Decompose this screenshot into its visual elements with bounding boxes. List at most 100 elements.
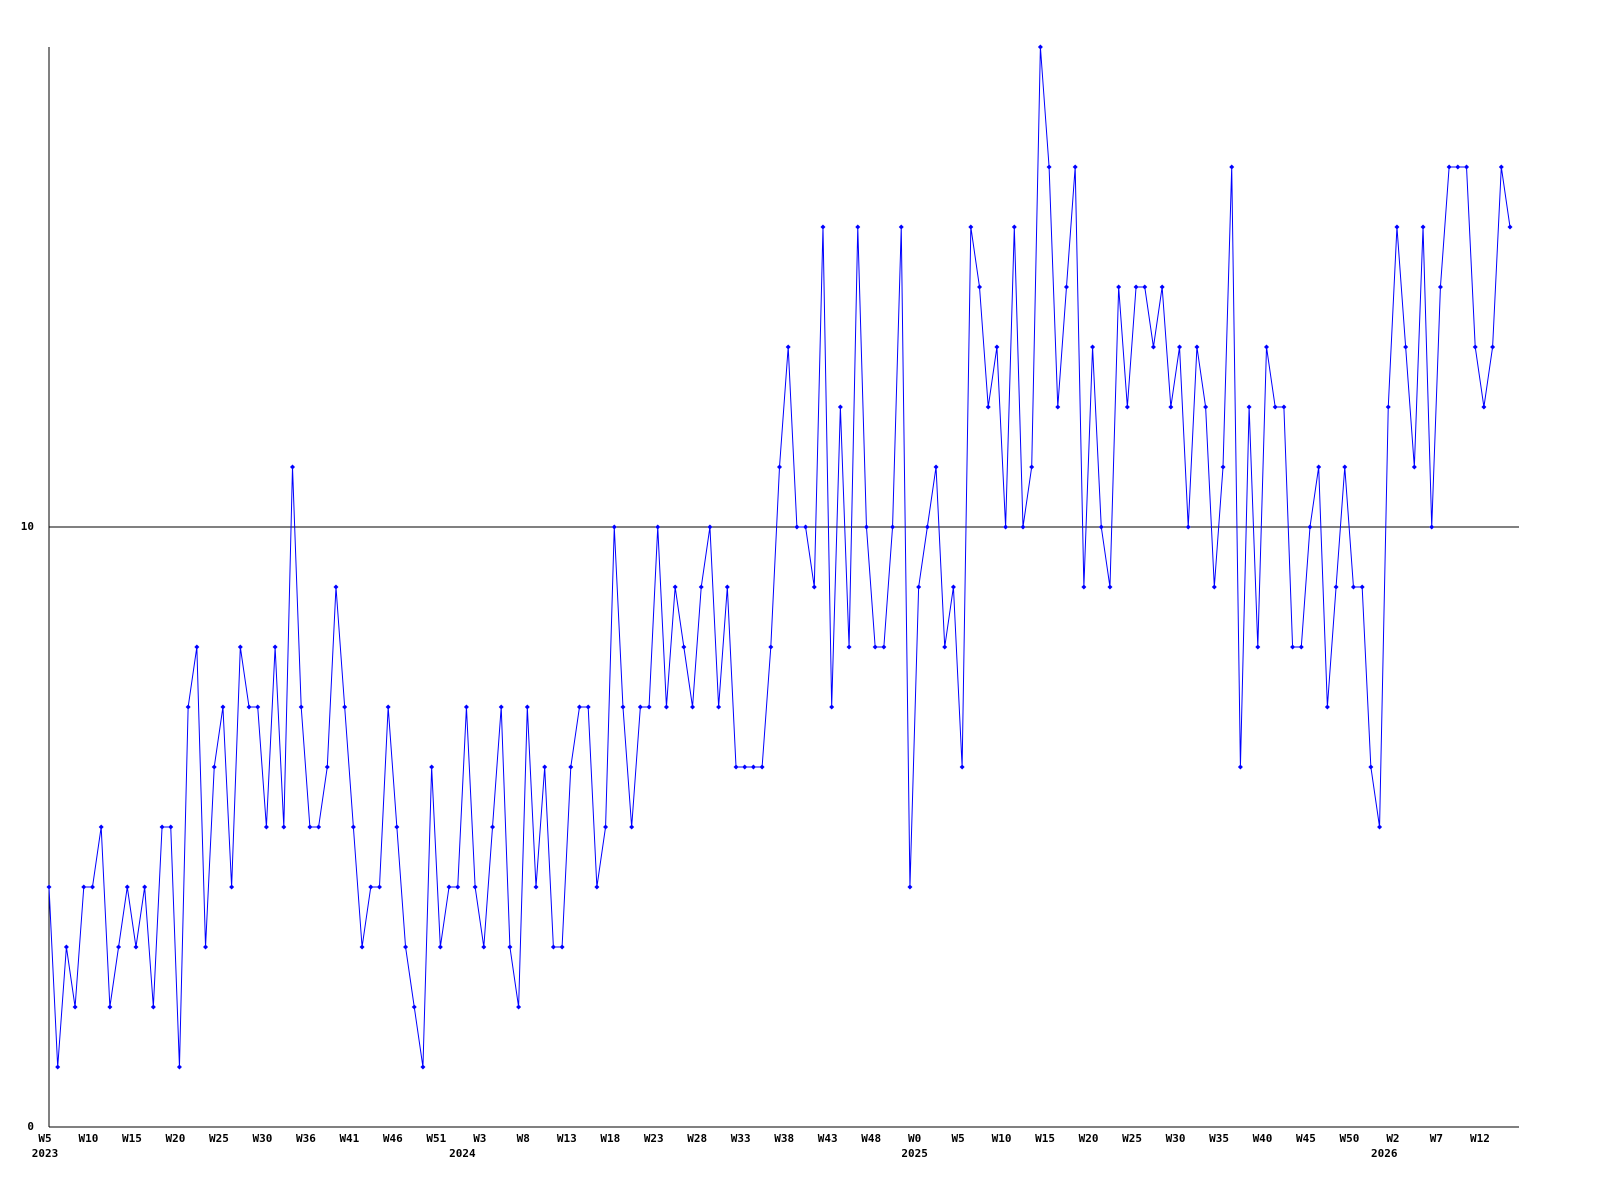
point-marker [672,584,678,590]
x-tick-label: W2 [1386,1132,1399,1145]
point-marker [1237,764,1243,770]
point-marker [307,824,313,830]
point-marker [1020,524,1026,530]
point-marker [681,644,687,650]
point-marker [124,884,130,890]
x-tick-label: W50 [1340,1132,1360,1145]
point-marker [559,944,565,950]
point-marker [159,824,165,830]
x-tick-label: W30 [1166,1132,1186,1145]
x-tick-label: W3 [473,1132,486,1145]
point-marker [811,584,817,590]
x-tick-label: W51 [426,1132,446,1145]
point-marker [1063,284,1069,290]
x-tick-label: W15 [1035,1132,1055,1145]
point-marker [1272,404,1278,410]
point-marker [820,224,826,230]
point-marker [1046,164,1052,170]
point-marker [1029,464,1035,470]
point-marker [463,704,469,710]
point-marker [142,884,148,890]
point-marker [568,764,574,770]
point-marker [298,704,304,710]
point-marker [785,344,791,350]
point-marker [977,284,983,290]
point-marker [1498,164,1504,170]
point-marker [1507,224,1513,230]
x-tick-label: W43 [818,1132,838,1145]
point-marker [420,1064,426,1070]
point-marker [385,704,391,710]
point-marker [1472,344,1478,350]
point-marker [376,884,382,890]
point-marker [316,824,322,830]
point-marker [594,884,600,890]
x-tick-label: W20 [1079,1132,1099,1145]
point-marker [968,224,974,230]
point-marker [1133,284,1139,290]
point-marker [846,644,852,650]
x-tick-label: W13 [557,1132,577,1145]
point-marker [985,404,991,410]
x-tick-label: W23 [644,1132,664,1145]
point-marker [446,884,452,890]
y-tick-label: 10 [21,520,34,533]
point-marker [237,644,243,650]
point-marker [1411,464,1417,470]
x-tick-label: W0 [908,1132,921,1145]
point-marker [203,944,209,950]
point-marker [742,764,748,770]
point-marker [1107,584,1113,590]
point-marker [1177,344,1183,350]
point-marker [542,764,548,770]
point-marker [1055,404,1061,410]
point-marker [1455,164,1461,170]
point-marker [1090,344,1096,350]
point-marker [794,524,800,530]
point-marker [1403,344,1409,350]
point-marker [350,824,356,830]
point-marker [1168,404,1174,410]
point-marker [46,884,52,890]
point-marker [1098,524,1104,530]
point-marker [220,704,226,710]
x-tick-label: W25 [1122,1132,1142,1145]
point-marker [1124,404,1130,410]
point-marker [1481,404,1487,410]
point-marker [1159,284,1165,290]
point-marker [646,704,652,710]
point-marker [1490,344,1496,350]
point-marker [429,764,435,770]
point-marker [63,944,69,950]
x-tick-label: W28 [687,1132,707,1145]
point-marker [472,884,478,890]
point-marker [803,524,809,530]
point-marker [1003,524,1009,530]
point-marker [733,764,739,770]
point-marker [98,824,104,830]
x-tick-label: W12 [1470,1132,1490,1145]
point-marker [281,824,287,830]
point-marker [333,584,339,590]
point-marker [1324,704,1330,710]
point-marker [655,524,661,530]
x-tick-label: W36 [296,1132,316,1145]
point-marker [690,704,696,710]
point-marker [229,884,235,890]
point-marker [777,464,782,470]
x-tick-label: W45 [1296,1132,1316,1145]
point-marker [1350,584,1356,590]
point-marker [1342,464,1348,470]
point-marker [1464,164,1470,170]
x-tick-label: W10 [79,1132,99,1145]
x-tick-label: W46 [383,1132,403,1145]
point-marker [437,944,443,950]
x-tick-label: W40 [1253,1132,1273,1145]
point-marker [933,464,939,470]
point-marker [1446,164,1452,170]
point-marker [863,524,869,530]
point-marker [368,884,374,890]
point-marker [394,824,400,830]
x-tick-label: W25 [209,1132,229,1145]
year-label: 2024 [449,1147,476,1160]
